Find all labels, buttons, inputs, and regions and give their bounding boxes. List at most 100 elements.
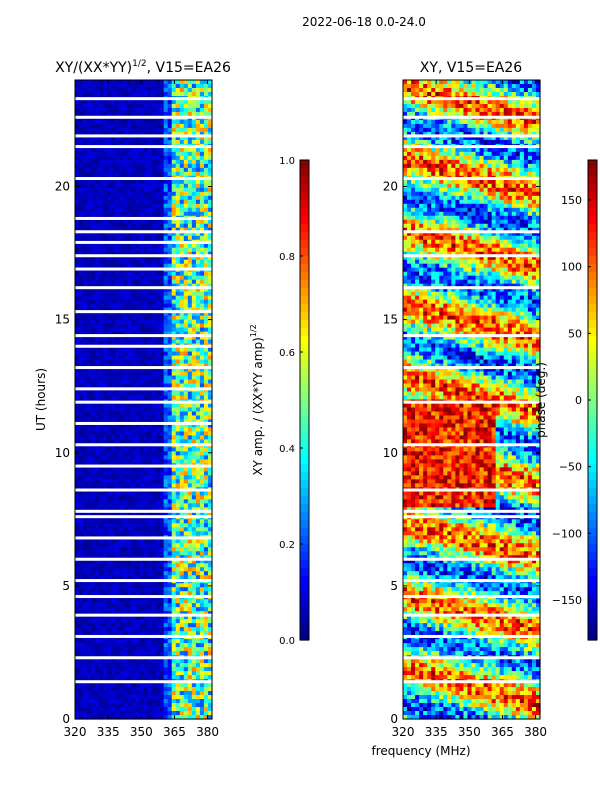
heatmap-cell bbox=[107, 247, 112, 253]
heatmap-cell bbox=[147, 139, 153, 145]
heatmap-cell bbox=[171, 179, 177, 185]
heatmap-cell bbox=[75, 127, 80, 133]
heatmap-cell bbox=[103, 423, 108, 429]
heatmap-cell bbox=[203, 287, 209, 293]
heatmap-cell bbox=[203, 80, 209, 85]
heatmap-cell bbox=[135, 131, 141, 137]
heatmap-cell bbox=[151, 479, 157, 484]
heatmap-cell bbox=[203, 179, 209, 185]
heatmap-cell bbox=[163, 647, 169, 652]
heatmap-cell bbox=[155, 507, 161, 512]
heatmap-cell bbox=[167, 471, 173, 476]
heatmap-cell bbox=[139, 147, 145, 153]
heatmap-cell bbox=[115, 131, 120, 137]
heatmap-cell bbox=[167, 299, 173, 305]
heatmap-cell bbox=[95, 663, 100, 668]
heatmap-cell bbox=[187, 607, 193, 612]
heatmap-cell bbox=[131, 315, 137, 321]
heatmap-cell bbox=[135, 323, 141, 329]
heatmap-cell bbox=[95, 279, 100, 285]
heatmap-cell bbox=[123, 163, 128, 169]
heatmap-cell bbox=[175, 591, 181, 596]
heatmap-cell bbox=[167, 607, 173, 612]
heatmap-cell bbox=[95, 123, 100, 129]
heatmap-cell bbox=[187, 323, 193, 329]
heatmap-cell bbox=[139, 555, 145, 560]
heatmap-cell bbox=[163, 219, 169, 225]
heatmap-cell bbox=[143, 211, 149, 217]
heatmap-cell bbox=[127, 431, 133, 437]
heatmap-cell bbox=[147, 411, 153, 417]
heatmap-cell bbox=[119, 611, 124, 616]
heatmap-cell bbox=[115, 475, 120, 480]
heatmap-cell bbox=[175, 311, 181, 317]
heatmap-cell bbox=[143, 339, 149, 345]
heatmap-cell bbox=[195, 615, 201, 620]
heatmap-cell bbox=[207, 187, 213, 193]
heatmap-cell bbox=[95, 231, 100, 237]
heatmap-cell bbox=[91, 315, 96, 321]
heatmap-cell bbox=[111, 111, 116, 117]
heatmap-cell bbox=[131, 271, 137, 277]
heatmap-cell bbox=[191, 123, 197, 129]
heatmap-cell bbox=[119, 207, 124, 213]
heatmap-cell bbox=[123, 311, 128, 317]
heatmap-cell bbox=[135, 147, 141, 153]
heatmap-cell bbox=[75, 459, 80, 464]
heatmap-cell bbox=[79, 663, 84, 668]
heatmap-cell bbox=[127, 523, 133, 528]
heatmap-cell bbox=[183, 447, 189, 453]
heatmap-cell bbox=[99, 331, 104, 337]
heatmap-cell bbox=[167, 503, 173, 508]
heatmap-cell bbox=[91, 647, 96, 652]
heatmap-cell bbox=[87, 279, 92, 285]
heatmap-cell bbox=[123, 279, 128, 285]
heatmap-cell bbox=[83, 651, 88, 656]
heatmap-cell bbox=[175, 159, 181, 165]
heatmap-cell bbox=[131, 607, 137, 612]
heatmap-cell bbox=[167, 331, 173, 337]
heatmap-cell bbox=[191, 403, 197, 409]
heatmap-cell bbox=[199, 531, 205, 536]
heatmap-cell bbox=[147, 207, 153, 213]
heatmap-cell bbox=[191, 415, 197, 421]
heatmap-cell bbox=[95, 155, 100, 161]
heatmap-cell bbox=[151, 331, 157, 337]
heatmap-cell bbox=[171, 415, 177, 421]
heatmap-cell bbox=[107, 591, 112, 596]
heatmap-cell bbox=[115, 355, 120, 361]
heatmap-cell bbox=[159, 403, 165, 409]
heatmap-cell bbox=[107, 295, 112, 301]
heatmap-cell bbox=[87, 195, 92, 201]
heatmap-cell bbox=[159, 299, 165, 305]
heatmap-cell bbox=[203, 371, 209, 377]
heatmap-cell bbox=[111, 199, 116, 205]
heatmap-cell bbox=[111, 567, 116, 572]
heatmap-cell bbox=[147, 615, 153, 620]
heatmap-cell bbox=[83, 659, 88, 664]
heatmap-cell bbox=[187, 519, 193, 524]
heatmap-cell bbox=[207, 243, 213, 249]
heatmap-cell bbox=[79, 311, 84, 317]
heatmap-cell bbox=[191, 599, 197, 604]
heatmap-cell bbox=[179, 155, 185, 161]
heatmap-cell bbox=[111, 195, 116, 201]
heatmap-cell bbox=[115, 651, 120, 656]
heatmap-cell bbox=[163, 451, 169, 457]
heatmap-cell bbox=[195, 495, 201, 500]
heatmap-cell bbox=[135, 103, 141, 109]
heatmap-cell bbox=[155, 475, 161, 480]
heatmap-cell bbox=[83, 131, 88, 137]
heatmap-cell bbox=[147, 203, 153, 209]
heatmap-cell bbox=[115, 279, 120, 285]
heatmap-cell bbox=[183, 467, 189, 472]
heatmap-cell bbox=[171, 567, 177, 572]
heatmap-cell bbox=[151, 151, 157, 157]
heatmap-cell bbox=[123, 219, 128, 225]
heatmap-cell bbox=[179, 167, 185, 173]
heatmap-cell bbox=[155, 591, 161, 596]
heatmap-cell bbox=[159, 643, 165, 648]
heatmap-cell bbox=[79, 163, 84, 169]
heatmap-cell bbox=[155, 231, 161, 237]
heatmap-cell bbox=[155, 303, 161, 309]
